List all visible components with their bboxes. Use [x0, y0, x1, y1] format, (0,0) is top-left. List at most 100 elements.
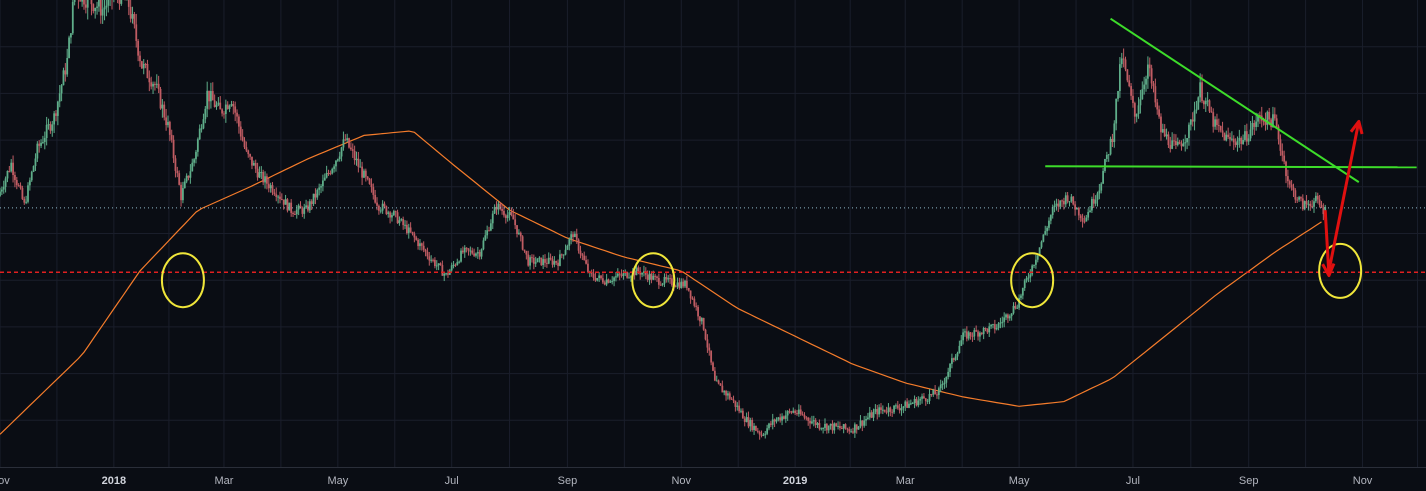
candle-body	[868, 412, 871, 418]
candle-body	[1173, 140, 1175, 142]
candle-body	[669, 278, 671, 280]
candle-body	[689, 290, 692, 299]
candle-body	[252, 163, 255, 166]
candle-body	[545, 262, 548, 264]
candle-body	[346, 138, 349, 141]
candle-body	[301, 208, 304, 214]
candle-body	[1128, 80, 1131, 87]
candle-body	[1178, 141, 1181, 144]
candle-body	[400, 219, 403, 221]
candle-body	[734, 400, 737, 407]
candle-body	[174, 158, 177, 171]
candle-body	[652, 275, 655, 280]
candle-body	[383, 203, 386, 207]
candle-body	[1163, 129, 1166, 137]
candle-body	[1301, 198, 1304, 210]
candle-body	[1137, 105, 1140, 114]
candle-body	[454, 264, 457, 266]
candle-body	[1210, 111, 1213, 113]
candle-body	[1025, 278, 1028, 281]
candle-body	[200, 128, 203, 130]
candle-body	[36, 143, 39, 159]
candle-body	[1042, 234, 1045, 242]
candle-body	[1309, 203, 1312, 207]
candle-body	[129, 6, 132, 19]
candle-body	[303, 207, 306, 214]
candle-body	[1191, 119, 1194, 122]
candle-body	[1016, 307, 1019, 309]
candle-body	[909, 403, 912, 405]
price-levels	[0, 207, 1426, 274]
candle-body	[323, 177, 326, 181]
candle-body	[601, 278, 604, 283]
candle-body	[1154, 86, 1157, 103]
candle-body	[1102, 170, 1104, 184]
candle-body	[792, 410, 795, 413]
candle-body	[805, 417, 808, 419]
candle-body	[135, 24, 138, 41]
candle-body	[650, 273, 653, 280]
candle-body	[516, 225, 518, 234]
candle-body	[811, 421, 813, 424]
candle-body	[419, 243, 421, 247]
candle-body	[575, 233, 578, 240]
candle-body	[775, 419, 778, 422]
arrow-shaft	[1327, 121, 1361, 272]
candle-body	[307, 205, 309, 211]
candle-body	[340, 147, 343, 157]
candle-body	[168, 121, 171, 135]
candle-body	[1193, 110, 1196, 122]
candle-body	[198, 128, 201, 140]
candle-body	[783, 416, 785, 419]
candle-body	[712, 362, 714, 371]
candle-body	[1120, 58, 1123, 65]
candle-body	[1135, 113, 1138, 117]
candle-body	[1311, 206, 1314, 208]
candle-body	[1074, 204, 1076, 210]
candle-body	[835, 423, 838, 427]
candle-body	[736, 405, 739, 407]
candle-body	[982, 328, 985, 335]
candle-body	[60, 85, 63, 94]
candle-body	[598, 275, 601, 279]
candle-body	[8, 170, 11, 172]
moving-average-line	[0, 130, 1322, 435]
candle-body	[1051, 207, 1054, 216]
candle-body	[394, 211, 397, 213]
candle-body	[161, 104, 164, 109]
candle-body	[1077, 207, 1080, 216]
candle-body	[159, 88, 162, 109]
candle-body	[622, 273, 625, 276]
candle-body	[979, 332, 981, 337]
candle-body	[549, 257, 552, 260]
candle-body	[1169, 145, 1172, 149]
candle-body	[691, 298, 694, 300]
candle-body	[344, 139, 347, 141]
candle-body	[430, 259, 433, 261]
candle-body	[329, 173, 332, 175]
candle-body	[489, 223, 492, 231]
candle-body	[47, 124, 50, 126]
candle-body	[163, 104, 166, 118]
candle-body	[1290, 184, 1293, 188]
candle-body	[1201, 82, 1203, 102]
candle-body	[275, 194, 278, 197]
candle-body	[665, 277, 668, 280]
candle-body	[258, 172, 261, 178]
candle-body	[971, 335, 974, 337]
candle-body	[157, 83, 160, 89]
candle-body	[889, 407, 892, 412]
candle-body	[1001, 321, 1004, 323]
candle-body	[294, 213, 296, 215]
candle-body	[1087, 211, 1090, 218]
candle-body	[415, 237, 418, 240]
candle-body	[1141, 89, 1144, 100]
candle-body	[411, 231, 414, 234]
candle-body	[728, 393, 731, 399]
candle-body	[1240, 137, 1243, 144]
candle-body	[73, 0, 76, 2]
candle-body	[700, 318, 703, 322]
